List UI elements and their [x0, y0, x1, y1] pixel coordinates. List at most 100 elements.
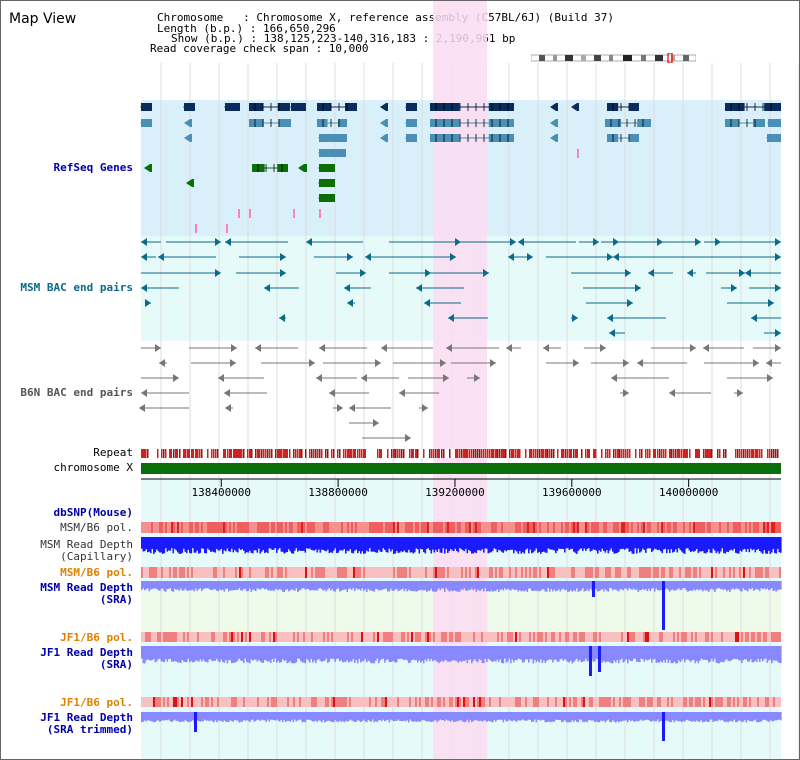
jf1-b6-pol-2-cell [285, 697, 287, 707]
jf1-b6-pol-2-cell [463, 697, 465, 707]
msm-b6-pol-2-cell [779, 567, 781, 578]
msm-depth-sra-bar [517, 581, 520, 592]
msm-depth-sra-bar [687, 581, 689, 592]
msm-depth-sra-bar [442, 581, 445, 589]
jf1-b6-pol-2-cell [147, 697, 149, 707]
jf1-depth-sra-bar [147, 646, 149, 660]
msm-b6-pol-2-cell [769, 567, 771, 578]
msm-depth-sra-bar [712, 581, 715, 590]
msm-b6-pol-2-cell [629, 567, 631, 578]
msm-b6-pol-2-cell [725, 567, 727, 578]
msm-depth-sra-bar [450, 581, 452, 591]
jf1-depth-sra-bar [201, 646, 203, 662]
jf1-b6-pol-2-cell [443, 697, 445, 707]
jf1-depth-sra-bar [667, 646, 670, 663]
msm-b6-pol-cell [649, 522, 651, 533]
msm-b6-pol-cell [267, 522, 269, 533]
msm-b6-pol-2-cell [519, 567, 521, 578]
jf1-depth-sra-bar [240, 646, 242, 661]
msm-b6-pol-cell [305, 522, 307, 533]
jf1-depth-sra-bar [271, 646, 274, 660]
jf1-b6-pol-cell [351, 632, 353, 642]
jf1-b6-pol-2-cell [693, 697, 695, 707]
jf1-b6-pol-2-cell [425, 697, 427, 707]
msm-depth-sra-bar [343, 581, 346, 590]
jf1-depth-trimmed-bar [231, 712, 233, 722]
jf1-depth-trimmed-bar [420, 712, 422, 722]
msm-depth-capillary-bar [750, 537, 752, 549]
repeat-element [745, 449, 747, 458]
repeat-element [249, 449, 252, 458]
msm-depth-capillary-bar [316, 537, 319, 553]
jf1-b6-pol-2-cell [283, 697, 285, 707]
msm-depth-capillary-bar [435, 537, 437, 550]
jf1-depth-sra-bar [766, 646, 769, 663]
msm-b6-pol-2-cell [179, 567, 181, 578]
msm-b6-pol-cell [661, 522, 663, 533]
repeat-element [397, 449, 399, 458]
jf1-b6-pol-2-cell [449, 697, 451, 707]
jf1-depth-sra-bar [399, 646, 401, 660]
msm-depth-capillary-bar [681, 537, 683, 552]
jf1-depth-trimmed-bar [517, 712, 520, 721]
jf1-depth-trimmed-bar [529, 712, 532, 720]
msm-depth-sra-bar [237, 581, 239, 591]
msm-b6-pol-2-cell [521, 567, 523, 578]
msm-depth-sra-bar [396, 581, 398, 589]
jf1-depth-trimmed-bar [487, 712, 490, 721]
msm-depth-capillary-bar [405, 537, 407, 553]
jf1-depth-sra-bar [247, 646, 250, 663]
msm-b6-pol-2-cell [347, 567, 349, 578]
jf1-b6-pol-2-cell [749, 697, 751, 707]
msm-depth-capillary-bar [780, 537, 782, 553]
jf1-depth-trimmed-bar [435, 712, 437, 721]
jf1-b6-pol-cell [295, 632, 297, 642]
jf1-b6-pol-cell [339, 632, 341, 642]
repeat-element [213, 449, 215, 458]
msm-depth-sra-bar [433, 581, 436, 592]
gene-strand-arrow [405, 103, 411, 111]
jf1-b6-pol-cell [729, 632, 731, 642]
msm-depth-capillary-bar [364, 537, 367, 554]
msm-b6-pol-2-cell [265, 567, 267, 578]
jf1-b6-pol-2-cell [227, 697, 229, 707]
jf1-b6-pol-2-cell [405, 697, 407, 707]
msm-depth-capillary-bar [391, 537, 394, 550]
msm-b6-pol-2-cell [159, 567, 161, 578]
chromosome-ideogram[interactable] [531, 53, 696, 63]
msm-b6-pol-2-cell [551, 567, 553, 578]
repeat-element [187, 449, 190, 458]
jf1-depth-sra-bar [547, 646, 550, 660]
jf1-b6-pol-cell [543, 632, 545, 642]
repeat-element [569, 449, 572, 458]
msm-depth-sra-bar [603, 581, 605, 592]
jf1-depth-sra-bar [709, 646, 712, 662]
repeat-element [269, 449, 271, 458]
jf1-depth-sra-bar [333, 646, 335, 660]
msm-depth-capillary-bar [226, 537, 229, 549]
repeat-element [393, 449, 396, 458]
jf1-depth-trimmed-bar [562, 712, 565, 722]
msm-depth-capillary-bar [685, 537, 688, 549]
jf1-b6-pol-2-cell [173, 697, 175, 707]
msm-b6-pol-cell [489, 522, 491, 533]
jf1-depth-trimmed-bar [550, 712, 553, 723]
msm-depth-sra-bar [229, 581, 232, 591]
repeat-element [233, 449, 236, 458]
msm-b6-pol-2-cell [257, 567, 259, 578]
msm-depth-capillary-bar [757, 537, 760, 550]
jf1-depth-sra-bar [640, 646, 643, 659]
msm-b6-pol-cell [741, 522, 743, 533]
gene-exon [317, 119, 328, 127]
jf1-depth-trimmed-bar [324, 712, 326, 723]
jf1-b6-pol-2-cell [441, 697, 443, 707]
msm-b6-pol-2-cell [473, 567, 475, 578]
msm-depth-capillary-bar [268, 537, 271, 549]
jf1-depth-trimmed-bar [643, 712, 646, 721]
msm-depth-sra-bar [324, 581, 326, 590]
jf1-b6-pol-cell [479, 632, 481, 642]
msm-depth-capillary-bar [358, 537, 361, 552]
b6n-bac-end [361, 374, 367, 382]
msm-depth-sra-bar [354, 581, 356, 592]
